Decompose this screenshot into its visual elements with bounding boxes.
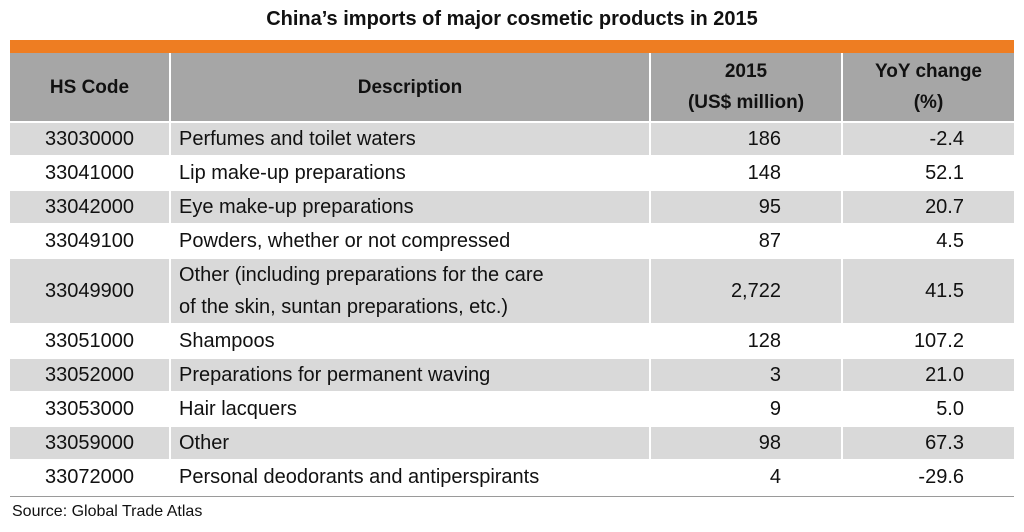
column-header-line: 2015 — [724, 61, 768, 82]
cell-value-2015: 186 — [650, 121, 843, 156]
cell-hs-code: 33042000 — [10, 189, 171, 224]
cell-description-line: Eye make-up preparations — [179, 196, 414, 218]
header-row: HS Code Description 2015 (US$ million) YoY c… — [10, 53, 1014, 122]
table-row: 33042000 Eye make-up preparations 95 20.7 — [10, 189, 1014, 224]
cell-description-line: Shampoos — [179, 330, 275, 352]
cell-hs-code: 33052000 — [10, 357, 171, 392]
cell-value-2015: 95 — [650, 189, 843, 224]
cell-description-line: Preparations for permanent waving — [179, 364, 491, 386]
cell-hs-code: 33041000 — [10, 155, 171, 190]
cell-value-2015: 87 — [650, 223, 843, 258]
data-table: HS Code Description 2015 (US$ million) YoY c… — [10, 53, 1014, 493]
cell-description: Personal deodorants and antiperspirants — [170, 459, 651, 493]
column-header-line: (%) — [913, 92, 944, 113]
table-row: 33041000 Lip make-up preparations 148 52.1 — [10, 155, 1014, 190]
cell-description-line: Hair lacquers — [179, 398, 297, 420]
cell-description: Lip make-up preparations — [170, 155, 651, 190]
cell-description: Preparations for permanent waving — [170, 357, 651, 392]
cell-hs-code: 33072000 — [10, 459, 171, 493]
cell-description-line: Lip make-up preparations — [179, 162, 406, 184]
column-header-yoy: YoY change (%) — [842, 53, 1014, 122]
accent-bar — [10, 40, 1014, 53]
cell-value-2015: 148 — [650, 155, 843, 190]
cell-description-line: of the skin, suntan preparations, etc.) — [179, 296, 509, 318]
table-title: China’s imports of major cosmetic produc… — [266, 8, 758, 30]
cell-yoy-change: 5.0 — [842, 391, 1014, 426]
bottom-rule — [10, 496, 1014, 497]
cell-description-line: Powders, whether or not compressed — [179, 230, 511, 252]
cell-description: Eye make-up preparations — [170, 189, 651, 224]
table-body: 33030000 Perfumes and toilet waters 186 -2.… — [10, 121, 1014, 493]
cell-yoy-change: 67.3 — [842, 425, 1014, 460]
column-header-line: YoY change — [875, 61, 982, 82]
cell-description: Powders, whether or not compressed — [170, 223, 651, 258]
cell-description-line: Other (including preparations for the ca… — [179, 264, 544, 286]
cell-value-2015: 128 — [650, 323, 843, 358]
cell-value-2015: 3 — [650, 357, 843, 392]
cell-description-line: Personal deodorants and antiperspirants — [179, 466, 540, 488]
cell-yoy-change: -2.4 — [842, 121, 1014, 156]
table-row: 33052000 Preparations for permanent wavin… — [10, 357, 1014, 392]
cell-hs-code: 33049100 — [10, 223, 171, 258]
table-row: 33049100 Powders, whether or not compress… — [10, 223, 1014, 258]
table-row: 33072000 Personal deodorants and antipers… — [10, 459, 1014, 493]
cell-description: Other (including preparations for the ca… — [170, 257, 651, 324]
source-note: Source: Global Trade Atlas — [12, 503, 203, 520]
cell-yoy-change: 52.1 — [842, 155, 1014, 190]
cell-description-line: Other — [179, 432, 230, 454]
cell-yoy-change: 107.2 — [842, 323, 1014, 358]
cell-description: Perfumes and toilet waters — [170, 121, 651, 156]
column-header-desc: Description — [170, 53, 651, 122]
cell-hs-code: 33053000 — [10, 391, 171, 426]
cell-value-2015: 9 — [650, 391, 843, 426]
cell-description-line: Perfumes and toilet waters — [179, 128, 416, 150]
cell-description: Hair lacquers — [170, 391, 651, 426]
table-row: 33059000 Other 98 67.3 — [10, 425, 1014, 460]
cell-yoy-change: 21.0 — [842, 357, 1014, 392]
cell-value-2015: 98 — [650, 425, 843, 460]
cell-yoy-change: 41.5 — [842, 257, 1014, 324]
cell-yoy-change: 4.5 — [842, 223, 1014, 258]
column-header-line: (US$ million) — [687, 92, 805, 113]
cell-hs-code: 33051000 — [10, 323, 171, 358]
cell-value-2015: 2,722 — [650, 257, 843, 324]
table-row: 33051000 Shampoos 128 107.2 — [10, 323, 1014, 358]
cell-description: Other — [170, 425, 651, 460]
cell-hs-code: 33030000 — [10, 121, 171, 156]
cell-value-2015: 4 — [650, 459, 843, 493]
cell-description: Shampoos — [170, 323, 651, 358]
cell-yoy-change: 20.7 — [842, 189, 1014, 224]
table-row: 33053000 Hair lacquers 9 5.0 — [10, 391, 1014, 426]
column-header-code: HS Code — [10, 53, 171, 122]
cell-hs-code: 33049900 — [10, 257, 171, 324]
cell-yoy-change: -29.6 — [842, 459, 1014, 493]
column-header-line: Description — [357, 76, 463, 98]
table-row: 33030000 Perfumes and toilet waters 186 -2.… — [10, 121, 1014, 156]
cell-hs-code: 33059000 — [10, 425, 171, 460]
column-header-value: 2015 (US$ million) — [650, 53, 843, 122]
column-header-line: HS Code — [49, 76, 130, 98]
table-row: 33049900 Other (including preparations fo… — [10, 257, 1014, 324]
